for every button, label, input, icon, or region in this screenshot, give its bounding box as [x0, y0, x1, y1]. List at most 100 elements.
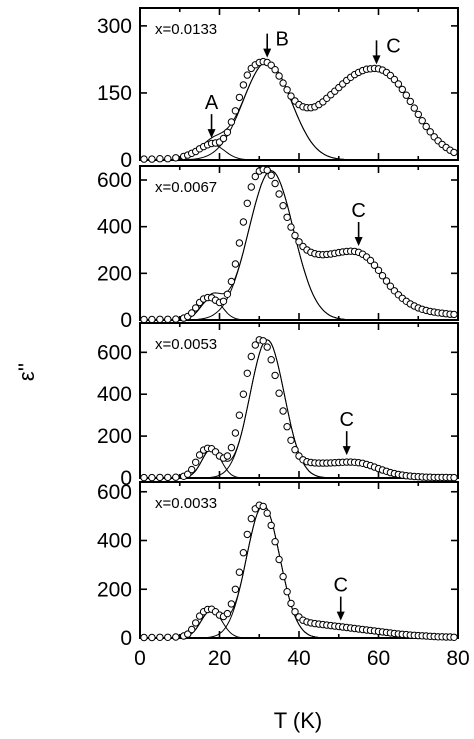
- data-point: [172, 154, 180, 162]
- panel-4: 0 200 400 600 Cx=0.0033: [97, 481, 459, 650]
- data-point: [283, 213, 291, 222]
- data-point: [283, 588, 291, 596]
- y-axis-title: ε'': [14, 363, 39, 381]
- data-point: [243, 369, 252, 377]
- data-point: [267, 171, 275, 180]
- data-point: [243, 530, 252, 539]
- panel-annotation: x=0.0053: [155, 336, 217, 353]
- peak-arrow-head: [336, 611, 345, 621]
- data-point: [450, 473, 458, 482]
- data-point: [156, 155, 164, 163]
- x-tick-label: 60: [367, 647, 390, 670]
- data-point: [188, 625, 196, 634]
- data-point: [247, 183, 256, 191]
- data-point: [378, 272, 387, 280]
- data-point: [271, 371, 279, 380]
- data-point: [195, 451, 204, 459]
- x-tick-label: 20: [208, 647, 231, 670]
- data-point: [275, 555, 283, 564]
- peak-label-B: B: [276, 29, 289, 51]
- data-point: [398, 85, 406, 94]
- data-point: [370, 261, 379, 269]
- data-point: [223, 290, 232, 298]
- data-point: [450, 148, 458, 157]
- y-tick-label: 0: [120, 627, 132, 650]
- data-point: [148, 473, 156, 482]
- y-tick-label: 200: [97, 578, 132, 601]
- data-point: [223, 452, 232, 460]
- y-tick-label: 400: [97, 383, 132, 406]
- data-point: [140, 633, 148, 642]
- y-tick-label: 600: [97, 481, 132, 504]
- data-point: [243, 71, 252, 79]
- data-point: [227, 600, 236, 608]
- data-point: [291, 446, 299, 454]
- data-point: [192, 304, 200, 312]
- peak-arrow-head: [342, 446, 351, 456]
- data-point: [406, 97, 414, 106]
- y-tick-label: 400: [97, 216, 132, 239]
- fit-total-line: [140, 61, 458, 161]
- data-point: [422, 122, 430, 131]
- data-point: [386, 282, 395, 290]
- data-point: [275, 389, 283, 397]
- data-point: [390, 75, 399, 84]
- data-point: [275, 190, 283, 198]
- x-axis-title: T (K): [274, 708, 322, 733]
- y-tick-label: 0: [120, 309, 132, 332]
- data-point: [267, 61, 275, 69]
- data-point: [164, 473, 172, 482]
- data-point: [251, 341, 260, 349]
- peak-arrow-head: [263, 48, 272, 58]
- data-point: [235, 411, 244, 419]
- data-point: [148, 315, 156, 324]
- data-point: [231, 260, 240, 268]
- data-point: [243, 199, 252, 208]
- peak-label-C: C: [386, 35, 400, 57]
- data-point: [223, 609, 232, 618]
- peak-label-C: C: [351, 200, 365, 222]
- data-point: [418, 117, 426, 125]
- data-point: [164, 155, 172, 163]
- data-point: [267, 521, 275, 530]
- peak-label-A: A: [205, 92, 219, 114]
- y-tick-label: 600: [97, 169, 132, 192]
- y-tick-label: 300: [97, 15, 132, 38]
- data-point: [148, 633, 156, 642]
- data-point: [140, 155, 148, 163]
- y-tick-label: 600: [97, 341, 132, 364]
- data-point: [279, 202, 287, 210]
- data-point: [231, 429, 240, 437]
- y-tick-label: 0: [120, 149, 132, 172]
- data-point: [184, 470, 192, 478]
- y-tick-label: 150: [97, 82, 132, 105]
- x-tick-label: 80: [446, 647, 469, 670]
- data-point: [219, 134, 228, 143]
- data-point: [287, 599, 295, 608]
- data-point: [382, 277, 391, 285]
- data-point: [172, 315, 180, 323]
- data-point: [192, 458, 200, 466]
- data-point: [227, 443, 236, 452]
- data-point: [235, 93, 244, 102]
- peak-label-C: C: [339, 409, 353, 431]
- data-point: [271, 179, 279, 188]
- data-point: [239, 549, 248, 557]
- data-point: [184, 630, 192, 638]
- panel-3: 0 200 400 600 Cx=0.0053: [97, 322, 459, 490]
- peak-arrow-head: [354, 237, 363, 246]
- y-tick-label: 200: [97, 262, 132, 285]
- data-point: [402, 91, 410, 99]
- data-point: [156, 473, 164, 482]
- data-point: [283, 86, 291, 94]
- data-point: [263, 166, 271, 174]
- panel-1: 0 150 300 A B Cx=0.0133: [97, 7, 459, 172]
- data-point: [247, 352, 256, 361]
- y-tick-label: 0: [120, 467, 132, 490]
- data-point: [227, 277, 236, 286]
- data-point: [366, 256, 375, 265]
- x-tick-label: 0: [134, 647, 146, 670]
- data-point: [267, 356, 275, 364]
- data-point: [263, 343, 271, 351]
